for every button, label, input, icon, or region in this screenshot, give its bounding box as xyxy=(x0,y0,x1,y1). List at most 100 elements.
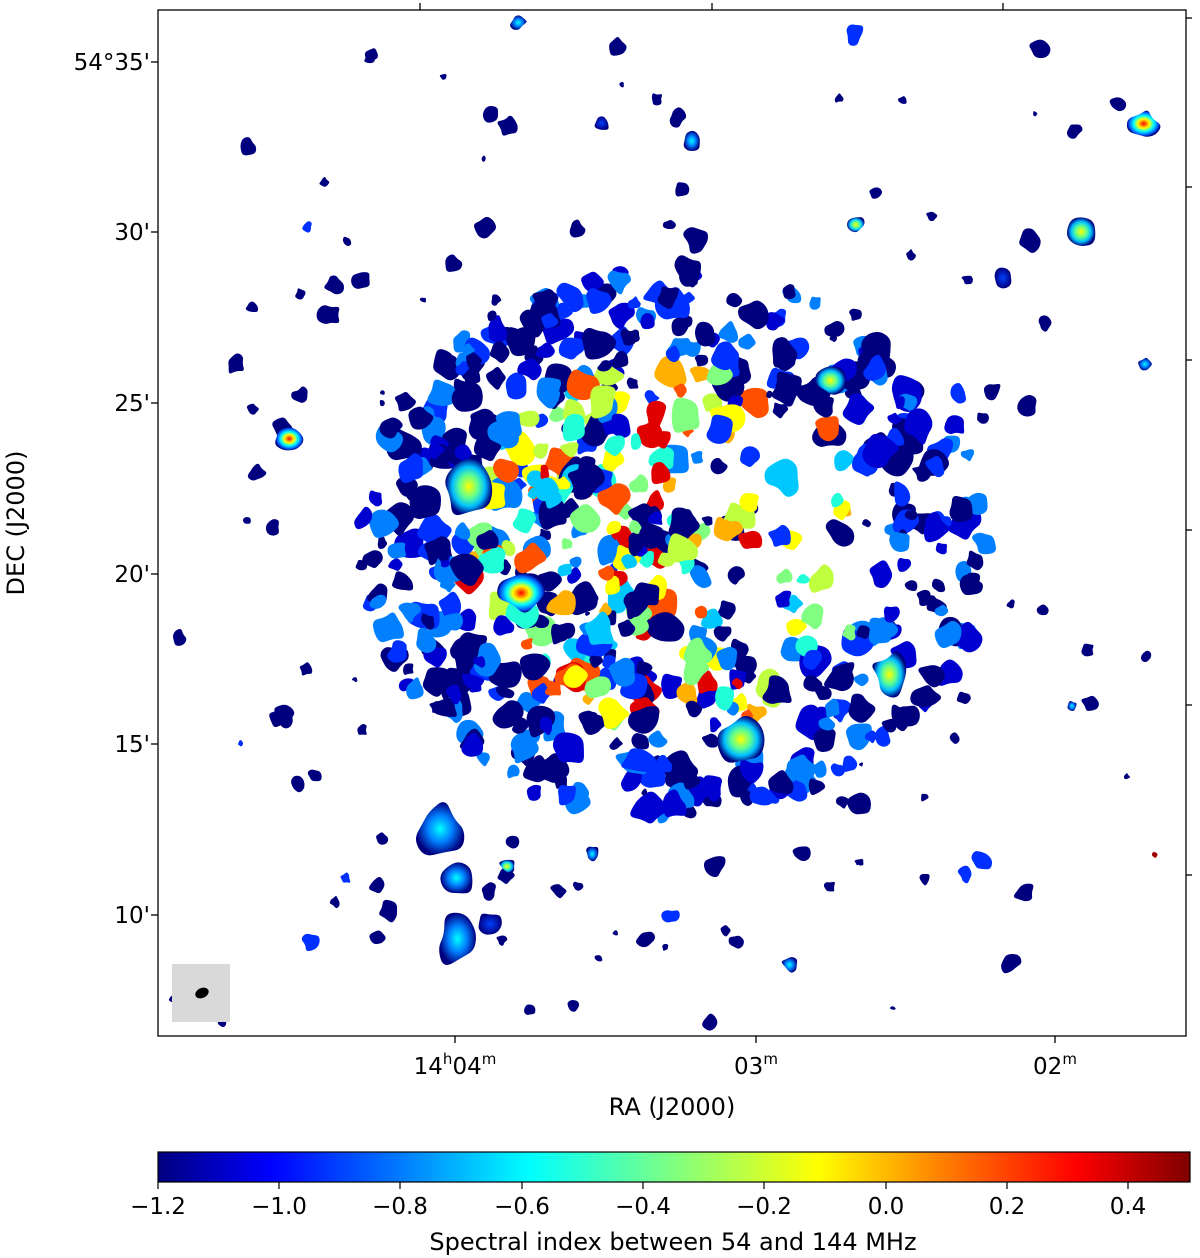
emission-blob xyxy=(406,677,424,700)
emission-blob xyxy=(921,793,929,802)
emission-blob xyxy=(694,354,709,367)
emission-blob xyxy=(514,542,547,574)
emission-blob xyxy=(630,791,668,824)
emission-blob xyxy=(808,564,834,593)
emission-blob xyxy=(631,733,650,750)
emission-blob xyxy=(594,955,603,962)
emission-blob xyxy=(764,458,799,497)
radio-source xyxy=(847,792,871,815)
emission-blob xyxy=(493,458,520,483)
emission-blob xyxy=(772,402,789,419)
emission-blob xyxy=(552,732,584,764)
emission-blob xyxy=(726,292,743,308)
radio-source xyxy=(594,116,609,130)
emission-blob xyxy=(772,337,798,368)
emission-blob xyxy=(556,282,584,313)
emission-blob xyxy=(662,219,676,230)
emission-blob xyxy=(671,315,691,337)
emission-blob xyxy=(949,495,973,523)
emission-blob xyxy=(242,517,251,524)
emission-blob xyxy=(863,354,887,381)
emission-blob xyxy=(651,93,663,106)
emission-blob xyxy=(1013,883,1034,902)
emission-blob xyxy=(1140,650,1152,663)
colorbar-tick-8: 0.4 xyxy=(1110,1194,1147,1220)
emission-blob xyxy=(739,759,764,784)
emission-blob xyxy=(609,657,635,687)
emission-blob xyxy=(265,519,279,536)
radio-source xyxy=(275,427,304,451)
radio-source xyxy=(1067,701,1077,712)
emission-blob xyxy=(808,778,826,796)
emission-blob xyxy=(1038,315,1052,332)
emission-blob xyxy=(398,602,422,623)
radio-source xyxy=(524,1004,536,1015)
emission-blob xyxy=(694,605,708,619)
emission-blob xyxy=(604,435,625,456)
emission-blob xyxy=(823,881,835,892)
emission-blob xyxy=(493,615,515,636)
emission-blob xyxy=(525,345,538,359)
emission-blob xyxy=(829,335,838,342)
emission-blob xyxy=(597,360,613,372)
emission-blob xyxy=(651,462,671,485)
emission-blob xyxy=(245,301,259,313)
emission-blob xyxy=(573,881,584,891)
emission-blob xyxy=(409,494,422,510)
emission-blob xyxy=(1029,39,1051,59)
emission-blob xyxy=(815,416,839,442)
emission-blob xyxy=(352,677,358,683)
emission-blob xyxy=(319,176,330,187)
emission-blob xyxy=(694,321,716,347)
emission-blob xyxy=(904,510,918,520)
emission-blob xyxy=(609,37,627,56)
emission-blob xyxy=(608,413,631,439)
emission-blob xyxy=(620,767,642,792)
emission-blob xyxy=(813,396,834,418)
emission-blob xyxy=(455,361,470,376)
emission-blob xyxy=(526,784,542,801)
emission-blob xyxy=(487,310,497,322)
colorbar-tick-1: −1.0 xyxy=(251,1194,307,1220)
emission-blob xyxy=(762,675,792,704)
emission-blob xyxy=(738,387,769,419)
emission-blob xyxy=(883,606,900,623)
radio-source xyxy=(674,255,702,288)
emission-blob xyxy=(427,675,440,688)
emission-blob xyxy=(299,662,313,676)
emission-blob xyxy=(862,519,872,528)
emission-blob xyxy=(496,685,515,699)
emission-blob xyxy=(388,558,403,571)
emission-blob xyxy=(848,693,876,723)
colorbar-tick-3: −0.6 xyxy=(494,1194,550,1220)
emission-blob xyxy=(379,390,385,395)
emission-blob xyxy=(586,288,612,314)
colorbar-label: Spectral index between 54 and 144 MHz xyxy=(429,1228,916,1256)
emission-blob xyxy=(307,769,322,782)
emission-blob xyxy=(654,355,687,388)
emission-blob xyxy=(1081,695,1099,711)
emission-blob xyxy=(438,549,449,562)
emission-blob xyxy=(487,421,519,449)
emission-blob xyxy=(919,874,930,886)
emission-blob xyxy=(641,788,648,796)
emission-blob xyxy=(567,463,605,500)
emission-blob xyxy=(703,856,726,878)
y-tick-label-4: 15' xyxy=(114,732,150,758)
emission-blob xyxy=(351,272,370,289)
emission-blob xyxy=(956,691,971,705)
emission-blob xyxy=(398,453,423,484)
emission-blob xyxy=(657,286,679,309)
emission-blob xyxy=(824,698,840,718)
map-frame xyxy=(157,9,1187,1037)
emission-blob xyxy=(944,415,965,434)
emission-blob xyxy=(738,300,769,330)
emission-blob xyxy=(834,93,844,103)
emission-blob xyxy=(598,697,630,729)
emission-blob xyxy=(1066,124,1083,139)
emission-blob xyxy=(247,463,267,481)
emission-blob xyxy=(561,538,573,550)
emission-blob xyxy=(505,835,520,849)
x-tick-label-0: 14h04m xyxy=(414,1050,497,1080)
emission-blob xyxy=(240,137,257,156)
